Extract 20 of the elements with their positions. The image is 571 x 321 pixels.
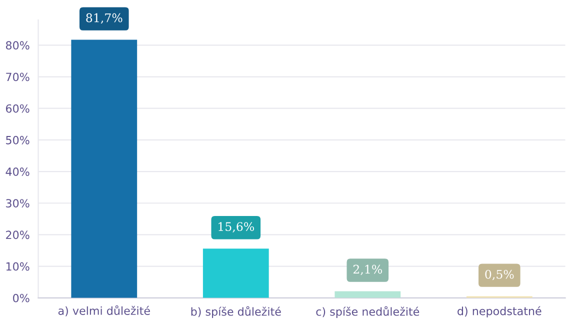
x-tick-label: d) nepodstatné xyxy=(458,306,542,318)
y-tick-label: 40% xyxy=(6,168,30,176)
bar xyxy=(202,248,269,298)
y-tick-label: 30% xyxy=(6,199,30,208)
y-tick-label: 70% xyxy=(6,72,30,82)
bar xyxy=(71,40,138,298)
y-tick-label: 20% xyxy=(6,230,30,240)
data-label: 15,6% xyxy=(218,222,254,232)
x-tick-label: b) spíše důležité xyxy=(191,306,281,318)
data-label: 2,1% xyxy=(353,264,382,276)
y-tick-label: 80% xyxy=(6,41,30,50)
y-tick-label: 50% xyxy=(6,136,30,144)
bar xyxy=(334,291,401,298)
data-label: 81,7% xyxy=(86,13,122,24)
y-tick-label: 60% xyxy=(6,104,30,113)
x-tick-label: c) spíše nedůležité xyxy=(316,306,420,318)
y-tick-label: 10% xyxy=(6,262,30,271)
data-label: 0,5% xyxy=(485,270,514,280)
x-tick-label: a) velmi důležité xyxy=(58,305,150,316)
y-tick-label: 0% xyxy=(13,294,30,302)
